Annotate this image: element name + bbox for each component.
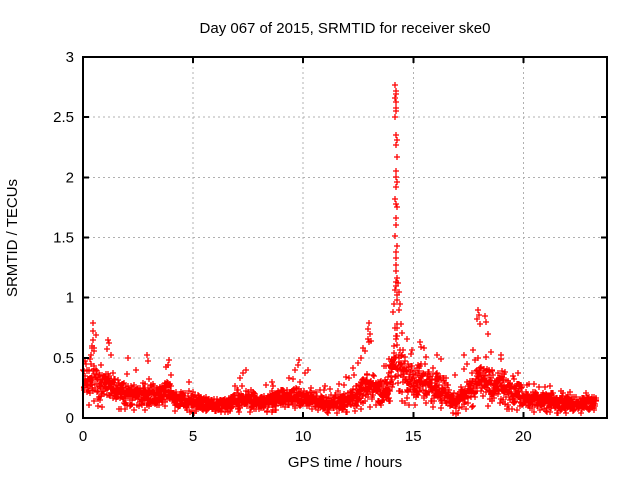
y-tick-label: 2 [66, 169, 74, 186]
y-tick-label: 2.5 [53, 109, 74, 126]
y-axis-label: SRMTID / TECUs [4, 179, 21, 297]
y-tick-label: 1.5 [53, 230, 74, 247]
tick-labels: 0 5 10 15 20 0 0.5 1 1.5 2 2.5 3 [53, 49, 532, 445]
y-tick-label: 3 [66, 49, 74, 66]
y-tick-label: 0 [66, 410, 74, 427]
chart-title: Day 067 of 2015, SRMTID for receiver ske… [200, 20, 491, 37]
x-tick-label: 15 [405, 428, 422, 445]
x-tick-label: 10 [295, 428, 312, 445]
scatter-points [80, 82, 599, 417]
x-tick-label: 5 [189, 428, 197, 445]
gridlines [83, 57, 607, 418]
x-tick-label: 0 [79, 428, 87, 445]
x-tick-label: 20 [515, 428, 532, 445]
axes-and-ticks [82, 56, 608, 419]
y-tick-label: 1 [66, 290, 74, 307]
scatter-plus-markers [80, 82, 599, 417]
x-axis-label: GPS time / hours [288, 454, 402, 471]
y-tick-label: 0.5 [53, 350, 74, 367]
